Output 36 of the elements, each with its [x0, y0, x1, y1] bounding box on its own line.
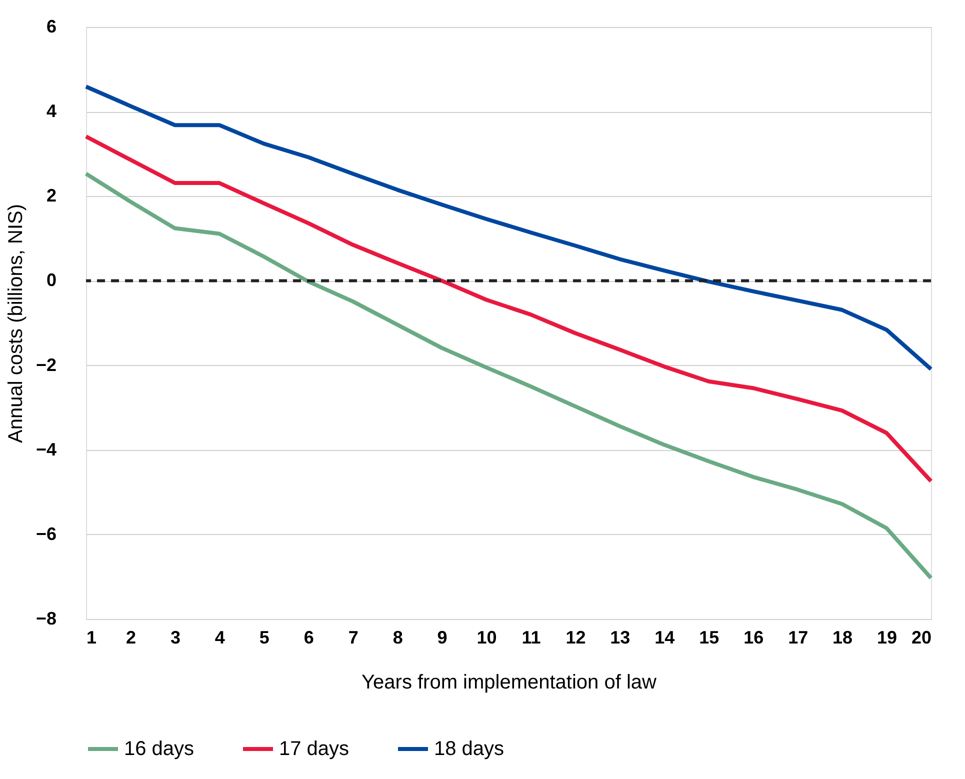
x-tick-label: 20	[911, 628, 932, 648]
x-tick-label: 12	[566, 628, 586, 648]
x-tick-label: 1	[86, 628, 97, 648]
y-tick-label: 0	[46, 270, 56, 290]
line-series	[84, 134, 933, 484]
legend-label: 17 days	[279, 738, 350, 760]
y-tick-label: 2	[46, 186, 56, 206]
legend-label: 16 days	[124, 738, 194, 760]
y-tick-label: 4	[46, 101, 56, 122]
x-tick-label: 4	[214, 628, 225, 648]
y-tick-label: −4	[36, 439, 56, 460]
line-series	[84, 172, 933, 580]
x-tick-label: 18	[832, 628, 853, 648]
y-tick-label: −2	[36, 354, 56, 375]
x-tick-label: 19	[877, 628, 898, 648]
y-tick-label: −6	[36, 524, 56, 544]
x-tick-label: 6	[304, 628, 314, 648]
x-tick-label: 3	[170, 628, 180, 648]
x-tick-label: 2	[126, 628, 136, 648]
x-tick-label: 15	[699, 628, 720, 648]
x-tick-label: 9	[437, 628, 448, 648]
x-tick-label: 14	[654, 628, 675, 648]
x-tick-label: 5	[259, 628, 270, 648]
x-tick-label: 8	[392, 628, 403, 648]
x-tick-label: 16	[744, 628, 764, 648]
x-tick-label: 10	[476, 628, 497, 648]
x-tick-label: 11	[522, 628, 541, 648]
y-tick-label: −8	[36, 608, 56, 628]
line-series	[84, 84, 933, 372]
y-axis-title: Annual costs (billions, NIS)	[4, 204, 27, 443]
x-tick-label: 17	[788, 628, 808, 648]
x-tick-label: 7	[348, 628, 358, 648]
legend-label: 18 days	[434, 738, 504, 760]
y-tick-label: 6	[46, 16, 56, 36]
x-tick-label: 13	[610, 628, 630, 648]
x-axis-title: Years from implementation of law	[362, 672, 658, 694]
